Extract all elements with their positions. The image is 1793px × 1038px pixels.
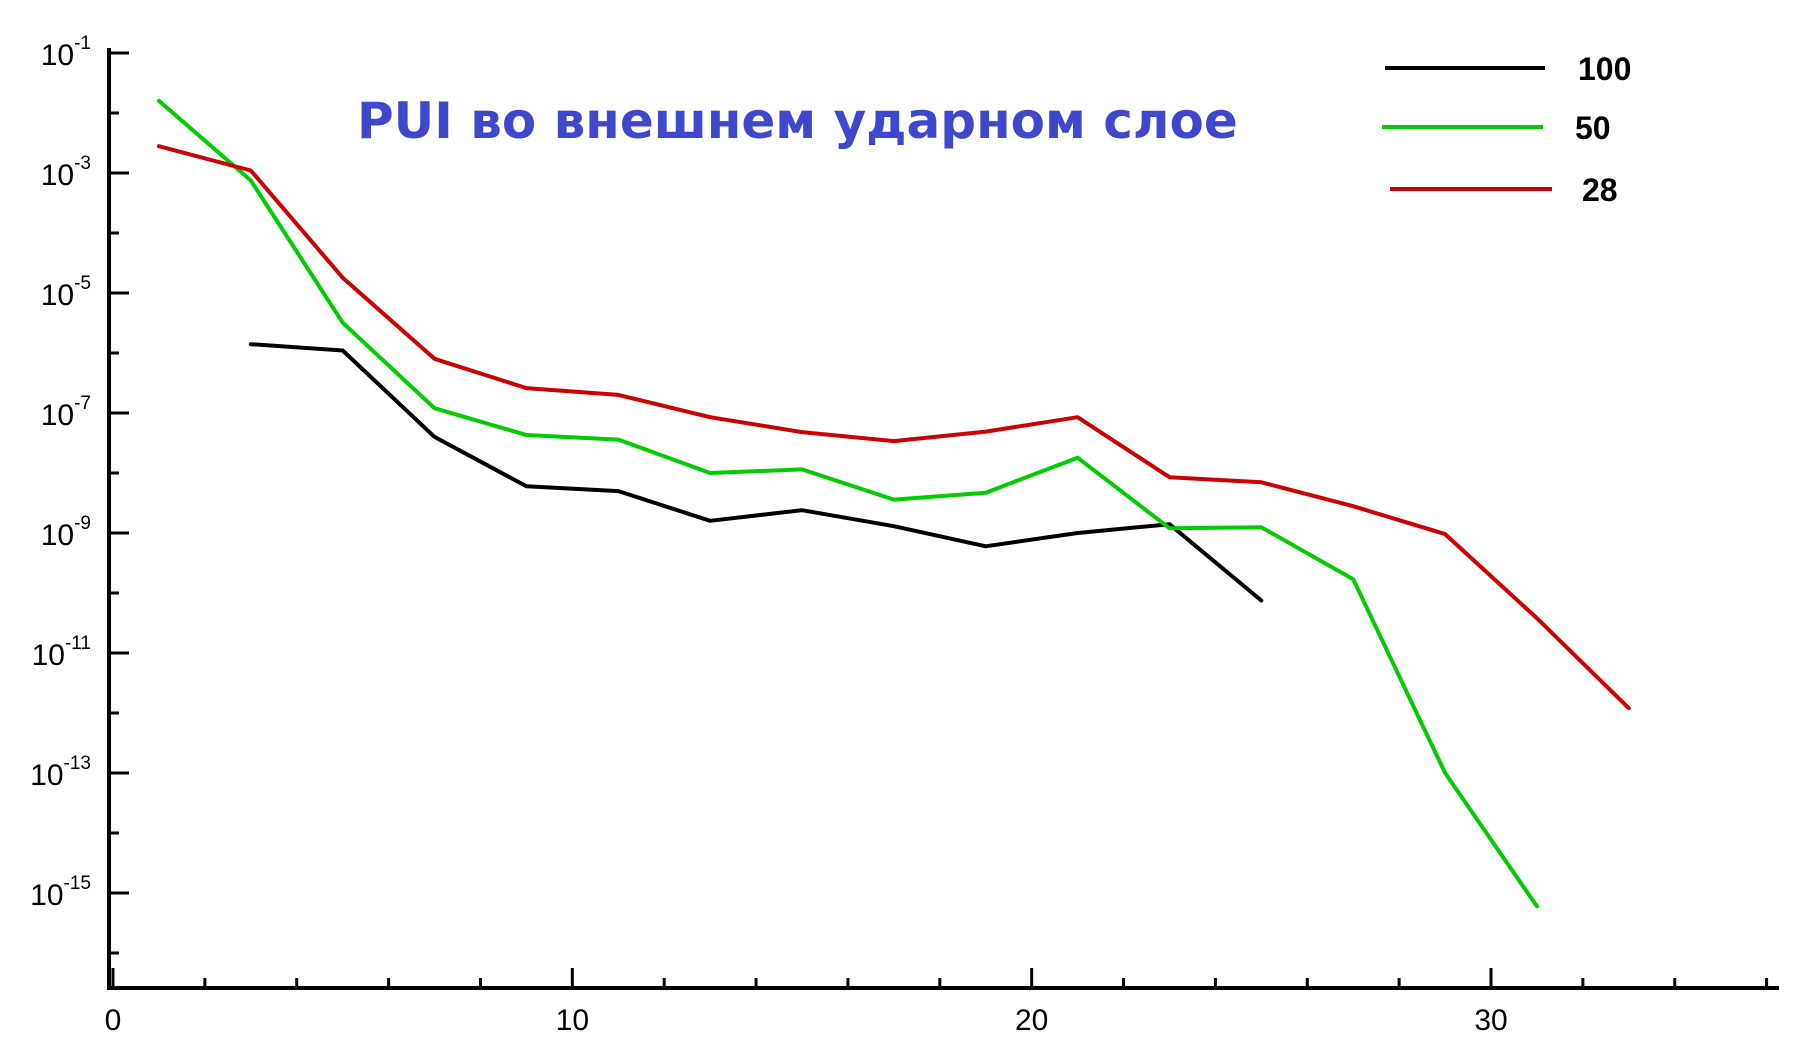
- y-tick-label: 10-1: [41, 33, 91, 72]
- series-layer: [156, 98, 1631, 909]
- x-tick-label: 0: [105, 1004, 122, 1037]
- x-tick-label: 10: [556, 1004, 589, 1037]
- y-tick-label: 10-13: [30, 753, 91, 792]
- legend: 100 50 28: [1382, 51, 1631, 208]
- series-line-50: [156, 98, 1539, 909]
- chart-title: PUI во внешнем ударном слое: [357, 92, 1238, 150]
- x-tick-label: 20: [1015, 1004, 1048, 1037]
- legend-label-28: 28: [1582, 172, 1618, 208]
- y-tick-label: 10-15: [30, 873, 91, 912]
- legend-label-50: 50: [1575, 110, 1611, 146]
- y-tick-label: 10-5: [41, 273, 91, 312]
- series-line-28: [156, 144, 1631, 711]
- legend-label-100: 100: [1578, 51, 1631, 87]
- axes: 10-1 10-3 10-5 10-7 10-9 10-11 10-13 10-15 0 10 20…: [30, 33, 1779, 1037]
- y-tick-label: 10-11: [32, 633, 91, 672]
- y-tick-label: 10-3: [41, 153, 91, 192]
- x-tick-label: 30: [1474, 1004, 1507, 1037]
- y-tick-label: 10-9: [41, 513, 91, 552]
- y-tick-label: 10-7: [41, 393, 91, 432]
- series-line-100: [248, 342, 1264, 603]
